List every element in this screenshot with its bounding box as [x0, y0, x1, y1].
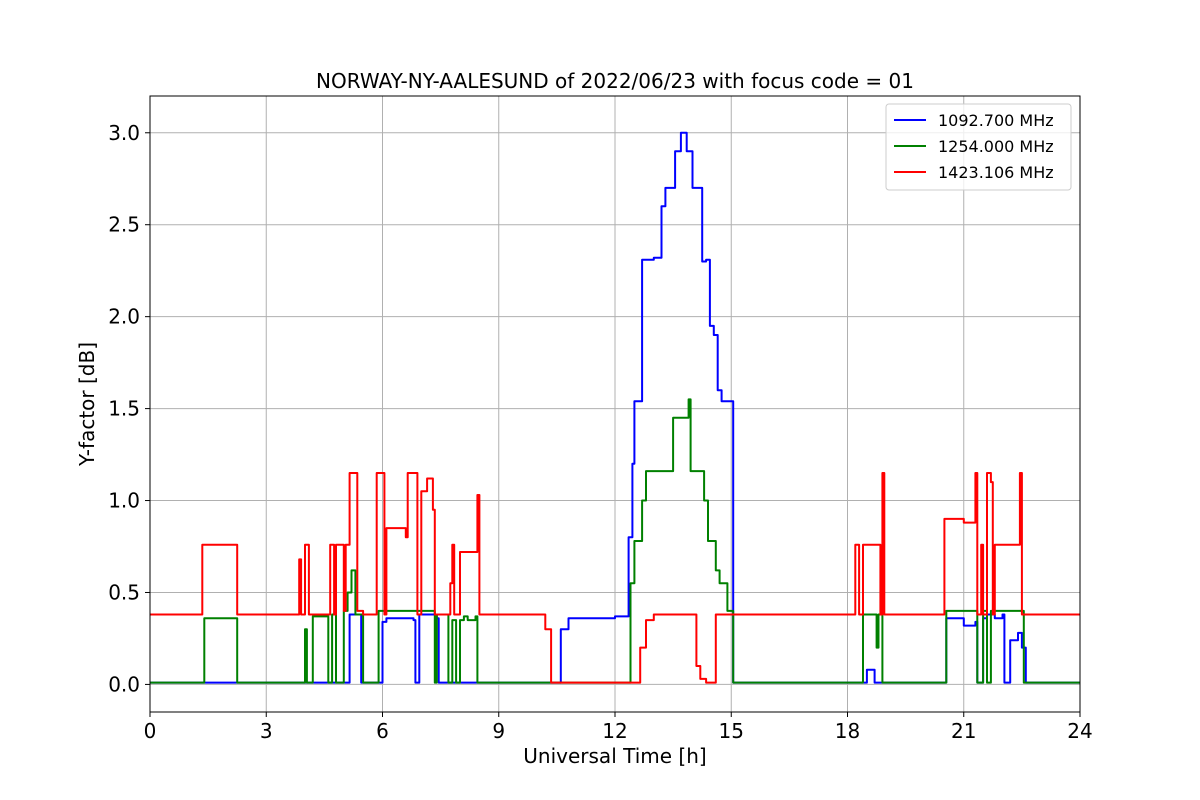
- series-line-2: [150, 398, 1080, 684]
- y-tick-label: 0.5: [108, 580, 140, 604]
- x-tick-label: 0: [144, 719, 157, 743]
- y-tick-label: 0.0: [108, 672, 140, 696]
- x-axis-label: Universal Time [h]: [523, 744, 706, 768]
- x-tick-label: 6: [376, 719, 389, 743]
- series-lines: [150, 131, 1080, 684]
- y-axis-label: Y-factor [dB]: [75, 342, 99, 467]
- legend-label: 1423.106 MHz: [938, 163, 1054, 182]
- legend-label: 1254.000 MHz: [938, 137, 1054, 156]
- x-tick-label: 3: [260, 719, 273, 743]
- x-tick-label: 9: [492, 719, 505, 743]
- legend-box: [885, 103, 1072, 191]
- legend: 1092.700 MHz 1254.000 MHz 1423.106 MHz: [885, 103, 1072, 191]
- x-tick-label: 15: [719, 719, 744, 743]
- series-line-3: [150, 472, 1080, 684]
- x-tick-label: 18: [835, 719, 860, 743]
- x-tick-label: 24: [1067, 719, 1092, 743]
- chart-title: NORWAY-NY-AALESUND of 2022/06/23 with fo…: [316, 69, 914, 93]
- y-tick-label: 2.0: [108, 305, 140, 329]
- x-tick-label: 12: [602, 719, 627, 743]
- ticks: 0 3 6 9 12 15 18 21 24 0.0 0.5 1.0 1.5 2.0 2.5 3.0: [108, 121, 1093, 743]
- x-tick-label: 21: [951, 719, 976, 743]
- y-tick-label: 1.5: [108, 397, 140, 421]
- y-tick-label: 1.0: [108, 489, 140, 513]
- y-tick-label: 2.5: [108, 213, 140, 237]
- legend-label: 1092.700 MHz: [938, 111, 1054, 130]
- y-tick-label: 3.0: [108, 121, 140, 145]
